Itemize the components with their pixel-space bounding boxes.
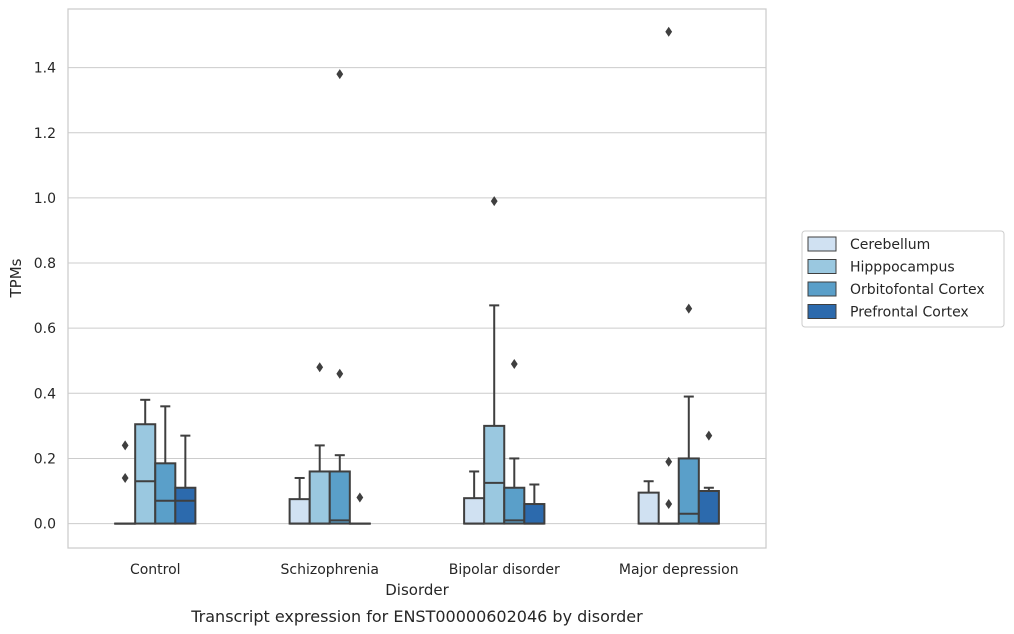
legend-label: Prefrontal Cortex — [850, 305, 969, 321]
legend-swatch — [807, 281, 837, 297]
legend-label: Cerebellum — [850, 237, 930, 253]
box-1-3 — [348, 492, 371, 525]
x-axis-ticks: Control Schizophrenia Bipolar disorder Majo… — [130, 562, 739, 578]
y-tick-label: 0.0 — [34, 517, 56, 533]
box-body — [174, 486, 197, 525]
box-body — [154, 462, 177, 525]
box-2-3 — [523, 483, 546, 525]
outlier-point — [705, 430, 713, 441]
box-2-0 — [463, 470, 486, 525]
box-body — [134, 423, 157, 525]
box-body — [288, 498, 311, 525]
outlier-point — [665, 456, 673, 467]
x-axis-title: Disorder — [385, 581, 449, 599]
y-tick-label: 0.4 — [34, 386, 56, 402]
box-body — [697, 490, 720, 525]
box-body — [328, 470, 351, 525]
plot-area-frame — [67, 8, 767, 549]
y-axis-ticks: 0.0 0.2 0.4 0.6 0.8 1.0 1.2 1.4 — [34, 61, 56, 533]
outlier-point — [490, 196, 498, 207]
box-2-2 — [503, 358, 526, 525]
box-plot-boxes — [114, 26, 720, 525]
outlier-point — [336, 368, 344, 379]
box-body — [308, 470, 331, 525]
y-tick-label: 0.2 — [34, 451, 56, 467]
box-body — [523, 503, 546, 525]
box-3-0 — [637, 480, 660, 525]
outlier-point — [665, 499, 673, 510]
legend-swatch — [807, 236, 837, 252]
box-0-0 — [114, 440, 137, 525]
outlier-point — [336, 69, 344, 80]
box-body — [503, 486, 526, 525]
y-tick-label: 1.2 — [34, 126, 56, 142]
box-1-2 — [328, 69, 351, 525]
y-tick-label: 1.0 — [34, 191, 56, 207]
x-tick-label: Major depression — [619, 562, 739, 578]
box-body — [637, 491, 660, 525]
legend-label: Orbitofontal Cortex — [850, 282, 985, 298]
box-2-1 — [483, 196, 506, 525]
y-tick-label: 0.8 — [34, 256, 56, 272]
outlier-point — [356, 492, 364, 503]
outlier-point — [316, 362, 324, 373]
legend-swatch — [807, 304, 837, 319]
box-3-3 — [697, 430, 720, 525]
outlier-point — [121, 472, 129, 483]
legend-swatch — [807, 259, 837, 274]
outlier-point — [685, 303, 693, 314]
box-1-0 — [288, 476, 311, 525]
x-tick-label: Bipolar disorder — [449, 562, 560, 578]
box-1-1 — [308, 362, 331, 525]
legend-label: Hipppocampus — [850, 260, 955, 276]
legend: Cerebellum Hipppocampus Orbitofontal Corte… — [801, 230, 1005, 328]
box-0-1 — [134, 398, 157, 525]
outlier-point — [665, 26, 673, 37]
box-body — [463, 497, 486, 525]
legend-frame — [801, 230, 1005, 328]
y-tick-label: 1.4 — [34, 61, 56, 77]
box-0-2 — [154, 405, 177, 525]
box-body — [483, 424, 506, 525]
grid-lines — [68, 67, 766, 525]
outlier-point — [121, 440, 129, 451]
box-0-3 — [174, 434, 197, 525]
x-tick-label: Control — [130, 562, 181, 578]
y-tick-label: 0.6 — [34, 321, 56, 337]
y-axis-title: TPMs — [7, 258, 25, 298]
x-tick-label: Schizophrenia — [281, 562, 379, 578]
figure-caption: Transcript expression for ENST0000060204… — [190, 607, 643, 626]
box-3-1 — [657, 26, 680, 525]
box-3-2 — [677, 303, 700, 525]
outlier-point — [510, 358, 518, 369]
